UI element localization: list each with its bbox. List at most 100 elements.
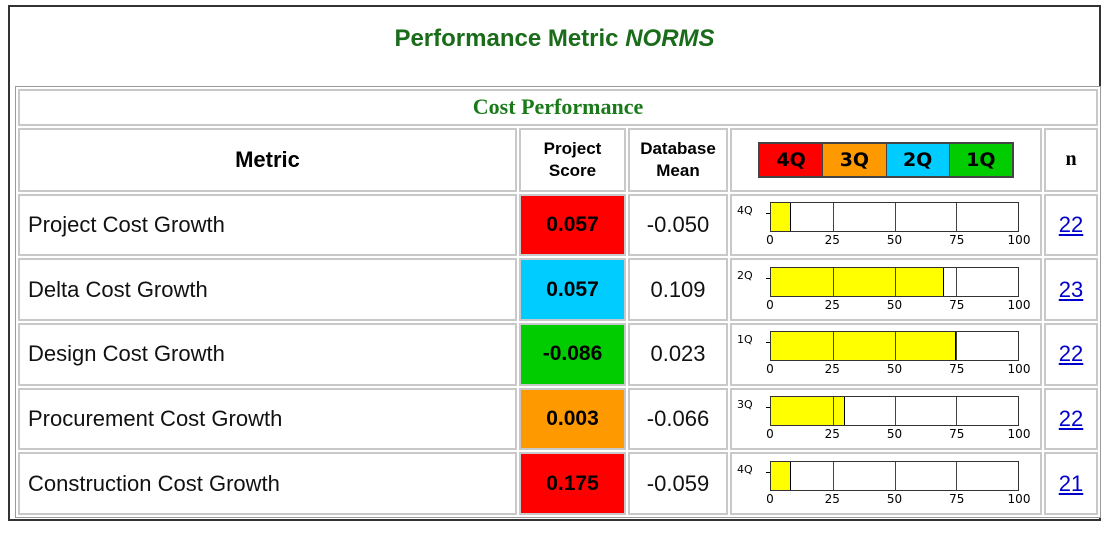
legend-3q: 3Q [823, 143, 887, 176]
metric-name: Construction Cost Growth [18, 452, 517, 515]
n-count-link[interactable]: 22 [1058, 405, 1084, 431]
quartile-bar-chart: 1Q 0 25 50 75 100 [736, 327, 1036, 381]
gridline [894, 332, 896, 361]
quartile-label: 3Q [737, 397, 753, 411]
header-score-line2: Score [548, 160, 597, 180]
y-tick-mark [766, 277, 770, 279]
gridline [956, 332, 958, 361]
y-tick-mark [766, 212, 770, 214]
table-row: Procurement Cost Growth 0.003 -0.066 3Q 0 25 5… [18, 387, 1099, 451]
table-row: Delta Cost Growth 0.057 0.109 2Q 0 25 50 75 100 2… [18, 258, 1099, 321]
table-row: Design Cost Growth -0.086 0.023 1Q 0 25 50 75 10… [18, 322, 1099, 386]
header-n: n [1044, 127, 1099, 192]
norms-panel: Performance Metric NORMS Cost Performanc… [8, 5, 1102, 521]
metric-name: Project Cost Growth [18, 193, 517, 257]
n-cell: 22 [1044, 387, 1099, 451]
x-tick-label: 75 [949, 362, 965, 377]
n-count-link[interactable]: 21 [1058, 470, 1084, 496]
gridline [894, 461, 896, 490]
gridline [956, 267, 958, 296]
database-mean: 0.109 [628, 258, 728, 321]
x-tick-label: 50 [886, 297, 903, 312]
table-row: Construction Cost Growth 0.175 -0.059 4Q 0 25… [18, 452, 1099, 515]
plot-area [766, 331, 1019, 362]
percentile-bar [771, 267, 944, 296]
quartile-bar-chart: 4Q 0 25 50 75 100 [736, 457, 1036, 511]
page-title-main: Performance Metric [394, 25, 626, 52]
x-tick-label: 75 [949, 491, 965, 506]
quartile-bar-chart: 4Q 0 25 50 75 100 [736, 198, 1036, 252]
project-score: -0.086 [519, 322, 626, 386]
x-tick-label: 25 [824, 297, 840, 312]
n-count-link[interactable]: 22 [1058, 211, 1084, 237]
plot-area [766, 201, 1019, 232]
x-tick-label: 50 [886, 232, 903, 247]
table-row: Project Cost Growth 0.057 -0.050 4Q 0 25 50 75 1… [18, 193, 1099, 257]
x-tick-label: 0 [766, 426, 774, 441]
x-tick-label: 100 [1007, 426, 1031, 441]
gridline [832, 202, 834, 231]
legend-1q: 1Q [949, 143, 1012, 176]
x-tick-label: 50 [886, 491, 903, 506]
x-tick-label: 0 [766, 491, 774, 506]
project-score: 0.003 [519, 387, 626, 451]
database-mean: -0.066 [628, 387, 728, 451]
metrics-table: Cost Performance Metric Project Score Da… [15, 86, 1102, 518]
n-count-link[interactable]: 23 [1058, 276, 1084, 302]
x-tick-label: 75 [949, 232, 965, 247]
project-score: 0.057 [519, 193, 626, 257]
legend-2q: 2Q [886, 143, 950, 176]
y-tick-mark [766, 342, 770, 344]
header-metric: Metric [18, 127, 517, 192]
gridline [894, 202, 896, 231]
gridline [832, 267, 834, 296]
quartile-chart-cell: 3Q 0 25 50 75 100 [730, 387, 1042, 451]
x-tick-label: 0 [766, 232, 774, 247]
metric-name: Design Cost Growth [18, 322, 517, 386]
quartile-label: 4Q [737, 462, 753, 476]
x-axis-ticks: 0 25 50 75 100 [766, 491, 1030, 508]
n-cell: 22 [1044, 193, 1099, 257]
x-axis-ticks: 0 25 50 75 100 [766, 362, 1030, 378]
gridline [956, 202, 958, 231]
x-tick-label: 100 [1007, 297, 1031, 312]
plot-area [766, 395, 1019, 426]
header-database-mean: Database Mean [628, 127, 728, 192]
plot-area [766, 266, 1019, 297]
quartile-label: 2Q [737, 268, 753, 282]
header-mean-line2: Mean [656, 160, 700, 180]
quartile-label: 4Q [737, 203, 753, 217]
x-tick-label: 100 [1007, 491, 1031, 506]
quartile-bar-chart: 3Q 0 25 50 75 100 [736, 392, 1036, 446]
x-tick-label: 100 [1007, 362, 1031, 377]
header-score-line1: Project [543, 138, 602, 158]
database-mean: 0.023 [628, 322, 728, 386]
n-cell: 23 [1044, 258, 1099, 321]
x-axis-ticks: 0 25 50 75 100 [766, 297, 1030, 314]
percentile-bar [771, 461, 791, 490]
header-mean-line1: Database [640, 138, 716, 158]
percentile-bar [771, 332, 957, 361]
x-tick-label: 75 [949, 426, 965, 441]
x-tick-label: 50 [886, 426, 903, 441]
gridline [956, 461, 958, 490]
database-mean: -0.050 [628, 193, 728, 257]
percentile-bar [771, 202, 791, 231]
header-project-score: Project Score [519, 127, 626, 192]
project-score: 0.175 [519, 452, 626, 515]
n-count-link[interactable]: 22 [1058, 341, 1084, 367]
database-mean: -0.059 [628, 452, 728, 515]
gridline [894, 267, 896, 296]
percentile-bar [771, 396, 846, 425]
metric-name: Procurement Cost Growth [18, 387, 517, 451]
quartile-chart-cell: 4Q 0 25 50 75 100 [730, 452, 1042, 515]
x-tick-label: 50 [886, 362, 903, 377]
y-tick-mark [766, 406, 770, 408]
x-tick-label: 25 [824, 362, 840, 377]
gridline [894, 396, 896, 425]
quartile-label: 1Q [737, 333, 753, 347]
gridline [832, 396, 834, 425]
y-tick-mark [766, 471, 770, 473]
legend-4q: 4Q [760, 143, 824, 176]
plot-area [766, 460, 1019, 491]
